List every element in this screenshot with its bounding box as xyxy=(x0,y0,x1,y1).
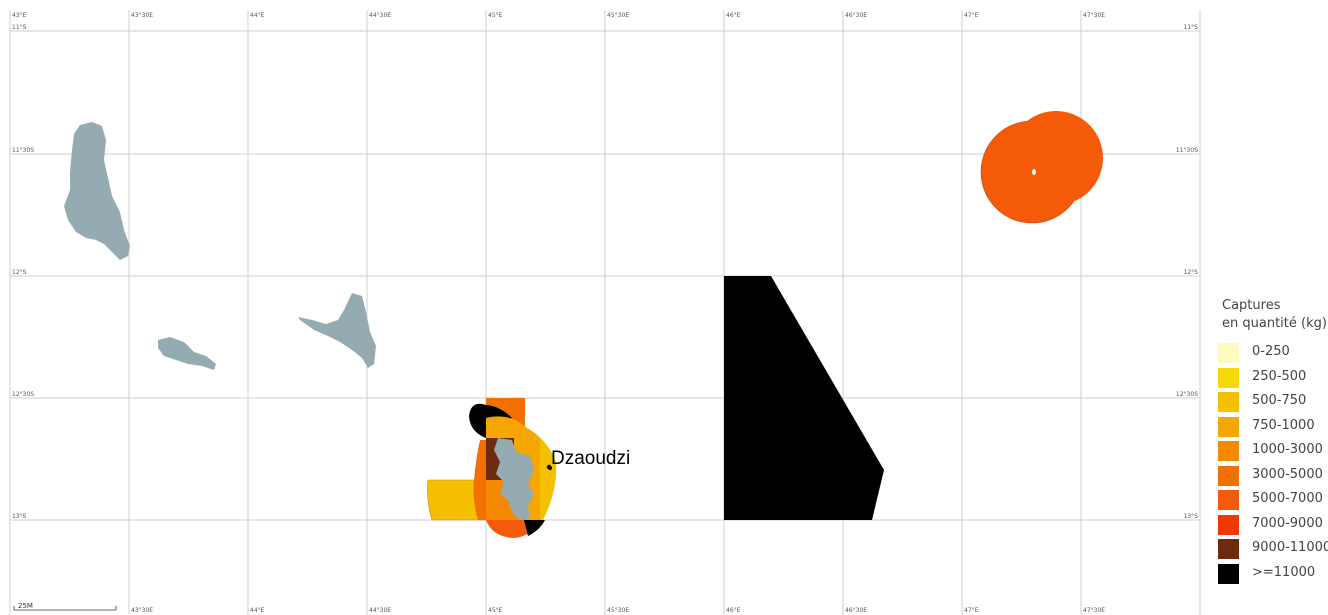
legend-swatch xyxy=(1218,441,1239,461)
legend-swatch xyxy=(1218,563,1239,584)
longitude-label: 45°E xyxy=(488,12,503,19)
catch-zone-north-east xyxy=(980,111,1103,224)
longitude-label: 47°E xyxy=(964,12,979,19)
legend-item: 1000-3000 xyxy=(1216,439,1328,464)
legend-label: 1000-3000 xyxy=(1252,442,1323,457)
legend-label: 250-500 xyxy=(1252,368,1307,384)
latitude-label: 12°30S xyxy=(1176,391,1198,398)
scale-label: 25M xyxy=(18,602,33,610)
scale-bar: 25M xyxy=(13,602,117,611)
island-grande-comore xyxy=(64,122,130,260)
city-dzaoudzi[interactable]: Dzaoudzi xyxy=(546,448,630,470)
catch-circle xyxy=(996,124,1084,212)
latitude-label: 13°S xyxy=(1184,513,1199,520)
longitude-label: 46°E xyxy=(726,12,741,19)
legend-item: 250-500 xyxy=(1216,366,1328,391)
legend-items: 0-250 250-500 500-750 750-1000 1000-3000 3000… xyxy=(1216,341,1328,586)
longitude-label: 44°30E xyxy=(369,12,391,19)
island-moheli xyxy=(158,337,216,370)
latitude-label: 11°30S xyxy=(1176,147,1198,154)
longitude-label: 43°30E xyxy=(131,607,153,614)
islands xyxy=(64,122,534,520)
longitude-label: 43°30E xyxy=(131,12,153,19)
city-label: Dzaoudzi xyxy=(551,448,630,469)
legend-item: 7000-9000 xyxy=(1216,513,1328,538)
longitude-label: 46°E xyxy=(726,607,741,614)
longitude-label: 44°30E xyxy=(369,607,391,614)
latitude-label: 13°S xyxy=(12,513,27,520)
catch-zone-mayotte xyxy=(427,398,557,538)
longitude-label: 47°E xyxy=(964,607,979,614)
legend-label: 7000-9000 xyxy=(1252,515,1323,531)
longitude-label: 46°30E xyxy=(845,607,867,614)
legend-label: 5000-7000 xyxy=(1252,491,1323,506)
legend-label: 0-250 xyxy=(1252,344,1290,359)
legend-item: 750-1000 xyxy=(1216,415,1328,440)
island-mayotte xyxy=(494,438,534,520)
map-area[interactable]: Dzaoudzi 25M 43°E 43°30E 44°E 44°30E 45°E 45°… xyxy=(0,0,1210,615)
legend-item: 3000-5000 xyxy=(1216,464,1328,489)
city-marker-icon xyxy=(546,464,552,470)
latitude-label: 12°S xyxy=(1184,269,1199,276)
legend-swatch xyxy=(1218,490,1239,510)
longitude-label: 44°E xyxy=(250,607,265,614)
legend-swatch xyxy=(1218,343,1239,363)
legend-item: 5000-7000 xyxy=(1216,488,1328,513)
legend-label: 9000-11000 xyxy=(1252,540,1328,555)
legend-swatch xyxy=(1218,416,1239,437)
legend-label: >=11000 xyxy=(1252,564,1316,580)
islet xyxy=(1032,169,1036,175)
legend-item: 0-250 xyxy=(1216,341,1328,366)
graticule-labels: 43°E 43°30E 44°E 44°30E 45°E 45°30E 46°E 46°30E… xyxy=(12,12,1198,614)
legend-item: 9000-11000 xyxy=(1216,537,1328,562)
longitude-label: 45°E xyxy=(488,607,503,614)
longitude-label: 47°30E xyxy=(1083,12,1105,19)
legend-label: 3000-5000 xyxy=(1252,466,1323,482)
legend-swatch xyxy=(1218,514,1239,535)
legend-item: 500-750 xyxy=(1216,390,1328,415)
legend-item: >=11000 xyxy=(1216,562,1328,587)
graticule xyxy=(9,10,1201,615)
legend: Captures en quantité (kg) 0-250 250-500 50… xyxy=(1216,297,1328,586)
map-canvas[interactable]: Dzaoudzi 25M 43°E 43°30E 44°E 44°30E 45°E 45°… xyxy=(0,0,1210,615)
legend-swatch xyxy=(1218,367,1239,388)
island-anjouan xyxy=(298,293,376,368)
catch-zone-east xyxy=(724,276,884,520)
latitude-label: 11°S xyxy=(12,24,27,31)
legend-label: 500-750 xyxy=(1252,393,1307,408)
latitude-label: 12°S xyxy=(12,269,27,276)
longitude-label: 43°E xyxy=(12,12,27,19)
longitude-label: 45°30E xyxy=(607,607,629,614)
legend-swatch xyxy=(1218,465,1239,486)
longitude-label: 47°30E xyxy=(1083,607,1105,614)
latitude-label: 12°30S xyxy=(12,391,34,398)
legend-title-line2: en quantité (kg) xyxy=(1222,316,1327,331)
longitude-label: 46°30E xyxy=(845,12,867,19)
legend-label: 750-1000 xyxy=(1252,417,1315,433)
latitude-label: 11°S xyxy=(1184,24,1199,31)
legend-title-line1: Captures xyxy=(1222,298,1281,313)
legend-swatch xyxy=(1218,392,1239,412)
legend-swatch xyxy=(1218,539,1239,559)
longitude-label: 44°E xyxy=(250,12,265,19)
longitude-label: 45°30E xyxy=(607,12,629,19)
latitude-label: 11°30S xyxy=(12,147,34,154)
